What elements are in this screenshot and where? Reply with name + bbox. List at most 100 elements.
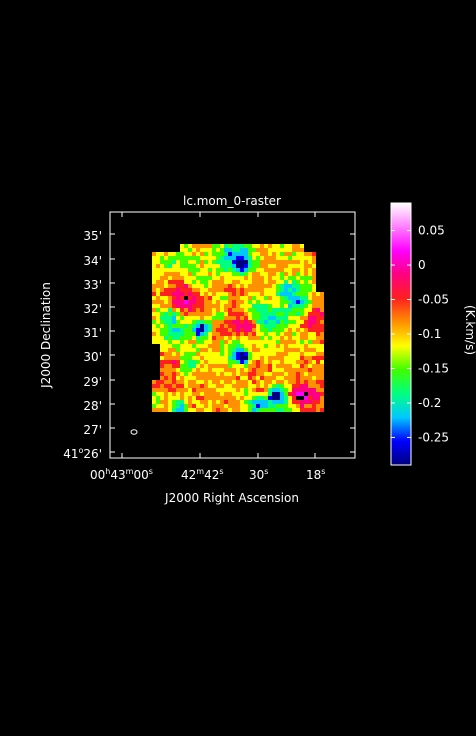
raster-pixel (188, 348, 192, 352)
raster-pixel (248, 260, 252, 264)
raster-pixel (188, 280, 192, 284)
raster-pixel (216, 380, 220, 384)
raster-pixel (204, 404, 208, 408)
raster-pixel (272, 352, 276, 356)
raster-pixel (260, 344, 264, 348)
raster-pixel (176, 300, 180, 304)
raster-pixel (164, 284, 168, 288)
raster-pixel (288, 392, 292, 396)
raster-pixel (272, 316, 276, 320)
raster-pixel (232, 272, 236, 276)
raster-pixel (296, 252, 300, 256)
raster-pixel (220, 324, 224, 328)
raster-pixel (244, 384, 248, 388)
raster-pixel (220, 284, 224, 288)
raster-pixel (284, 296, 288, 300)
raster-pixel (256, 292, 260, 296)
raster-pixel (172, 320, 176, 324)
raster-pixel (208, 288, 212, 292)
raster-pixel (196, 404, 200, 408)
raster-pixel (176, 392, 180, 396)
raster-pixel (192, 288, 196, 292)
raster-pixel (284, 348, 288, 352)
raster-pixel (296, 264, 300, 268)
plot-frame (109, 211, 356, 459)
raster-pixel (300, 248, 304, 252)
raster-pixel (308, 276, 312, 280)
raster-pixel (160, 380, 164, 384)
raster-pixel (220, 352, 224, 356)
raster-pixel (316, 324, 320, 328)
raster-pixel (284, 356, 288, 360)
raster-pixel (240, 252, 244, 256)
raster-pixel (308, 348, 312, 352)
raster-pixel (244, 252, 248, 256)
raster-pixel (232, 384, 236, 388)
raster-pixel (192, 308, 196, 312)
raster-pixel (156, 404, 160, 408)
raster-pixel (280, 400, 284, 404)
raster-pixel (216, 316, 220, 320)
raster-pixel (180, 280, 184, 284)
raster-pixel (276, 304, 280, 308)
raster-pixel (248, 408, 252, 412)
raster-pixel (260, 248, 264, 252)
raster-pixel (160, 408, 164, 412)
raster-pixel (284, 300, 288, 304)
raster-pixel (156, 252, 160, 256)
raster-pixel (180, 388, 184, 392)
raster-pixel (208, 352, 212, 356)
raster-pixel (184, 324, 188, 328)
raster-pixel (236, 320, 240, 324)
raster-pixel (228, 364, 232, 368)
raster-pixel (276, 352, 280, 356)
raster-pixel (168, 272, 172, 276)
raster-pixel (228, 280, 232, 284)
raster-pixel (296, 276, 300, 280)
raster-pixel (208, 324, 212, 328)
raster-pixel (224, 324, 228, 328)
raster-pixel (200, 332, 204, 336)
raster-pixel (296, 256, 300, 260)
raster-pixel (180, 244, 184, 248)
raster-pixel (184, 320, 188, 324)
raster-pixel (292, 312, 296, 316)
raster-pixel (276, 384, 280, 388)
raster-pixel (156, 400, 160, 404)
raster-pixel (236, 400, 240, 404)
raster-pixel (288, 272, 292, 276)
raster-pixel (292, 316, 296, 320)
raster-pixel (280, 380, 284, 384)
raster-pixel (244, 324, 248, 328)
raster-pixel (312, 324, 316, 328)
raster-pixel (260, 276, 264, 280)
raster-pixel (276, 252, 280, 256)
raster-pixel (264, 388, 268, 392)
raster-pixel (220, 272, 224, 276)
raster-pixel (244, 364, 248, 368)
raster-pixel (308, 400, 312, 404)
raster-pixel (188, 316, 192, 320)
raster-pixel (196, 336, 200, 340)
raster-pixel (264, 272, 268, 276)
raster-pixel (268, 292, 272, 296)
raster-pixel (200, 376, 204, 380)
raster-pixel (264, 264, 268, 268)
raster-pixel (280, 280, 284, 284)
raster-pixel (320, 356, 324, 360)
raster-pixel (240, 300, 244, 304)
raster-pixel (156, 260, 160, 264)
raster-pixel (240, 336, 244, 340)
raster-pixel (300, 320, 304, 324)
raster-pixel (260, 272, 264, 276)
raster-pixel (192, 272, 196, 276)
raster-pixel (296, 272, 300, 276)
raster-pixel (204, 264, 208, 268)
raster-pixel (192, 312, 196, 316)
raster-pixel (284, 368, 288, 372)
raster-pixel (288, 404, 292, 408)
raster-pixel (228, 324, 232, 328)
raster-pixel (248, 324, 252, 328)
raster-pixel (184, 292, 188, 296)
raster-pixel (204, 268, 208, 272)
